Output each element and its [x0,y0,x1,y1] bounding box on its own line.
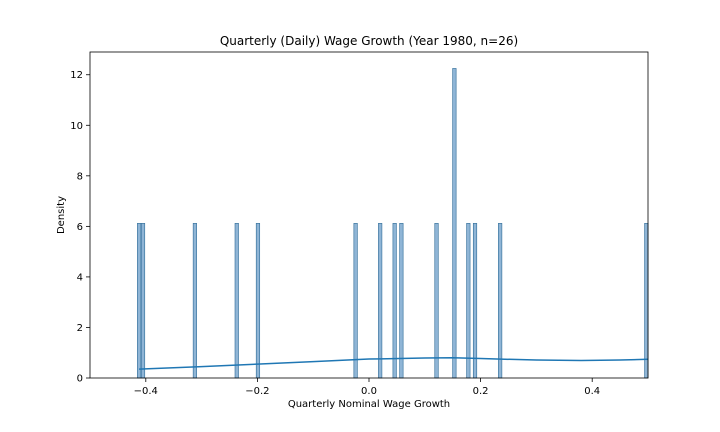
histogram-bar [137,223,142,379]
y-tick-label: 4 [77,272,83,283]
histogram-bar [466,223,471,379]
kde-curve [139,357,649,370]
x-tick-label: 0.0 [361,386,377,397]
histogram-bar [644,223,649,379]
chart-title: Quarterly (Daily) Wage Growth (Year 1980… [220,34,518,48]
y-axis-label: Density [56,196,67,234]
x-tick-label: −0.2 [245,386,269,397]
histogram-bar [192,223,197,379]
y-tick-label: 10 [70,121,83,132]
histogram-bar [378,223,383,379]
x-tick-label: 0.4 [584,386,600,397]
histogram-bar [399,223,404,379]
histogram-bars [137,68,649,379]
histogram-bar [140,223,146,379]
y-tick-label: 0 [77,374,83,385]
histogram-bar [353,223,358,379]
x-tick-label: −0.4 [134,386,158,397]
y-tick-label: 6 [77,222,83,233]
histogram-bar [472,223,478,379]
x-axis-label: Quarterly Nominal Wage Growth [288,399,450,410]
histogram-bar [392,223,397,379]
x-tick-label: 0.2 [473,386,489,397]
y-tick-label: 2 [77,323,83,334]
histogram-bar [498,223,503,379]
y-axis-ticks: 0 2 4 6 8 10 12 [70,70,90,385]
histogram-bar [434,223,439,379]
histogram-bar [255,223,261,379]
y-tick-label: 12 [70,70,83,81]
histogram-bar [452,68,457,379]
x-axis-ticks: −0.4 −0.2 0.0 0.2 0.4 [134,378,600,397]
y-tick-label: 8 [77,171,83,182]
histogram-bar [234,223,239,379]
